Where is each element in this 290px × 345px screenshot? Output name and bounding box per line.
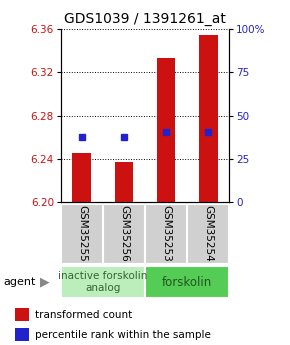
Text: GSM35255: GSM35255 [77, 205, 87, 262]
Bar [72, 153, 91, 202]
Text: percentile rank within the sample: percentile rank within the sample [35, 329, 210, 339]
Text: forskolin: forskolin [162, 276, 212, 288]
Bar [187, 204, 229, 264]
Text: GDS1039 / 1391261_at: GDS1039 / 1391261_at [64, 12, 226, 26]
Bar [145, 204, 187, 264]
Text: inactive forskolin
analog: inactive forskolin analog [58, 271, 148, 293]
Bar [115, 162, 133, 202]
Text: transformed count: transformed count [35, 310, 132, 320]
Bar [14, 308, 29, 322]
Text: agent: agent [3, 277, 35, 287]
Text: GSM35254: GSM35254 [203, 205, 213, 262]
Bar [103, 204, 145, 264]
Bar [157, 58, 175, 202]
Text: GSM35256: GSM35256 [119, 205, 129, 262]
Bar [61, 204, 103, 264]
Bar [199, 35, 218, 202]
Bar [145, 266, 229, 298]
Text: GSM35253: GSM35253 [161, 205, 171, 262]
Bar [14, 328, 29, 341]
Bar [61, 266, 145, 298]
Text: ▶: ▶ [40, 276, 50, 288]
